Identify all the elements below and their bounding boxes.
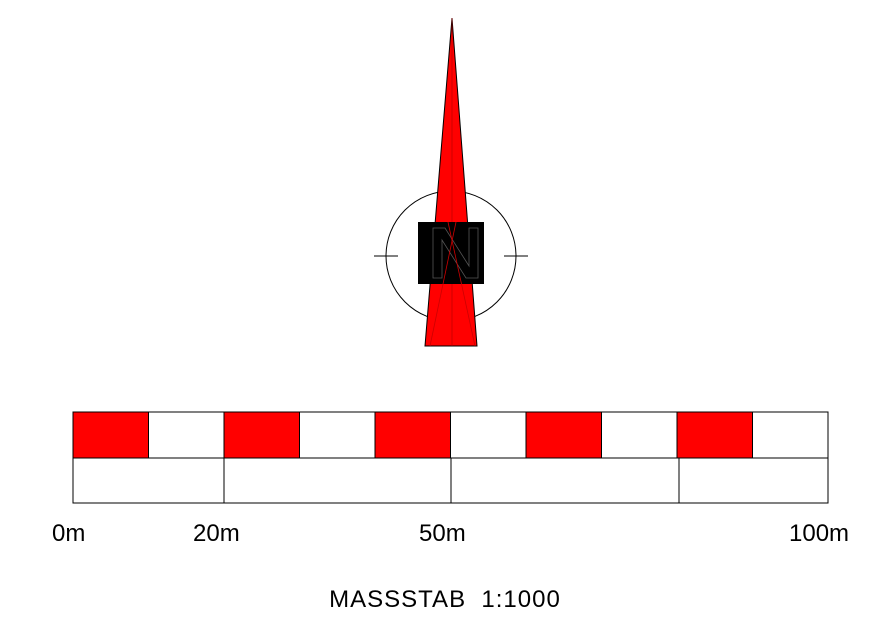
scale-segment-top [752,411,829,459]
scale-label-50m: 50m [419,520,466,547]
scale-segment-top [601,411,678,459]
scale-segment-top [450,411,527,459]
scale-segment-top [676,411,753,459]
north-arrow [374,17,528,347]
scale-segment-top [72,411,149,459]
scale-bar-bottom-row [72,457,829,504]
scale-caption: MASSSTAB 1:1000 [329,586,561,613]
scale-label-0m: 0m [52,520,86,547]
scale-segment-top [525,411,602,459]
scale-segment-top [374,411,451,459]
scale-segment-bottom [450,457,680,504]
scale-segment-bottom [72,457,225,504]
scale-segment-top [299,411,376,459]
scale-label-100m: 100m [789,520,850,547]
scale-bar [72,411,829,504]
needle-overlay-left [429,221,457,347]
scale-segment-bottom [678,457,829,504]
needle-overlay-right [447,221,476,347]
scale-segment-top [148,411,225,459]
scale-segment-top [223,411,300,459]
scale-bar-top-row [72,411,829,459]
scale-segment-bottom [223,457,452,504]
scale-label-20m: 20m [193,520,240,547]
north-letter-shape [432,227,479,279]
